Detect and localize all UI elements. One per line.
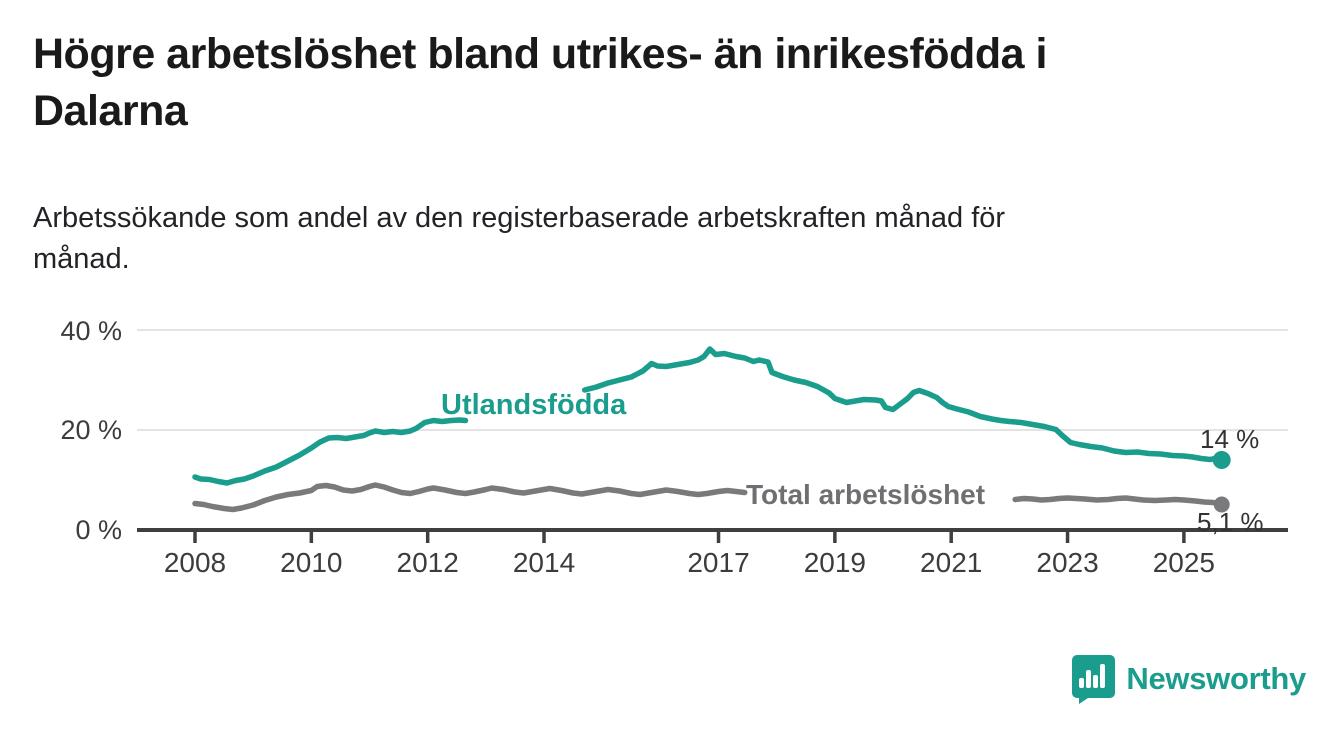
series-label-total-arbetsloshet: Total arbetslöshet	[746, 479, 986, 510]
x-axis-label-2017: 2017	[687, 547, 750, 578]
x-axis-label-2010: 2010	[280, 547, 343, 578]
page-subtitle-line-2: månad.	[33, 243, 130, 275]
series-line-utlandsfodda-seg2	[581, 346, 1225, 463]
x-axis-label-2025: 2025	[1152, 547, 1216, 578]
newsworthy-logo[interactable]: Newsworthy	[1071, 654, 1306, 704]
y-axis-label-0: 0 %	[75, 515, 122, 545]
y-axis-label-20: 20 %	[60, 415, 122, 445]
x-axis-label-2021: 2021	[920, 547, 983, 578]
page-title-line-2: Dalarna	[33, 87, 188, 135]
x-axis-label-2008: 2008	[163, 547, 227, 578]
x-axis-label-2023: 2023	[1036, 547, 1099, 578]
series-line-total-arbetsloshet-seg1	[192, 482, 748, 513]
chart-bars-icon	[1072, 655, 1116, 704]
y-axis-label-40: 40 %	[60, 316, 122, 346]
page-title-line-1: Högre arbetslöshet bland utrikes- än inr…	[33, 30, 1047, 78]
end-dot-utlandsfodda	[1212, 451, 1231, 469]
end-dot-total-arbetsloshet	[1213, 496, 1230, 513]
x-axis-label-2014: 2014	[512, 547, 576, 578]
end-value-label-utlandsfodda: 14 %	[1200, 424, 1260, 454]
page-subtitle: Arbetssökande som andel av den registerb…	[33, 198, 1233, 280]
series-line-utlandsfodda-seg1	[192, 417, 469, 486]
page-title: Högre arbetslöshet bland utrikes- än inr…	[33, 26, 1253, 140]
page-subtitle-line-1: Arbetssökande som andel av den registerb…	[33, 202, 1006, 234]
end-value-label-total-arbetsloshet: 5,1 %	[1197, 507, 1264, 537]
logo-text: Newsworthy	[1126, 661, 1306, 696]
x-axis-label-2019: 2019	[803, 547, 866, 578]
series-line-total-arbetsloshet-seg2	[1012, 495, 1225, 508]
x-axis-label-2012: 2012	[396, 547, 459, 578]
series-label-utlandsfodda: Utlandsfödda	[441, 389, 627, 421]
